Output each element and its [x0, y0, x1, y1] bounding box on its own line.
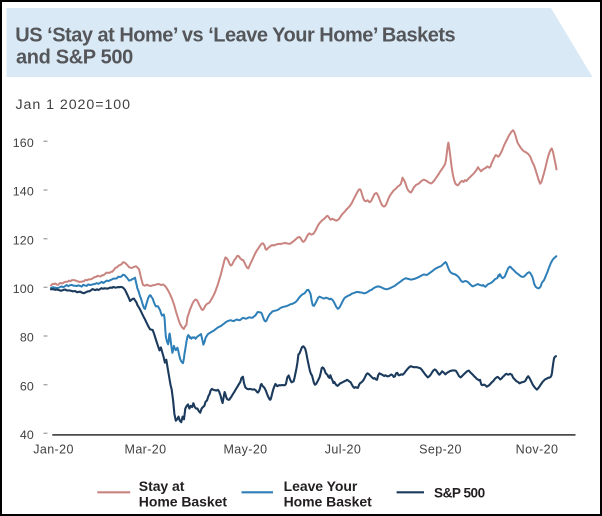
svg-text:100: 100: [13, 282, 34, 296]
svg-text:US ‘Stay at Home’ vs ‘Leave Yo: US ‘Stay at Home’ vs ‘Leave Your Home’ B…: [15, 24, 455, 46]
svg-text:60: 60: [20, 379, 34, 393]
svg-text:40: 40: [20, 428, 34, 442]
svg-text:Nov-20: Nov-20: [516, 443, 559, 457]
svg-text:Mar-20: Mar-20: [125, 443, 167, 457]
svg-text:May-20: May-20: [223, 443, 267, 457]
svg-text:and S&P 500: and S&P 500: [16, 47, 133, 69]
svg-text:Home Basket: Home Basket: [139, 494, 228, 510]
svg-text:160: 160: [13, 136, 34, 150]
svg-text:80: 80: [20, 331, 34, 345]
svg-text:Jul-20: Jul-20: [325, 443, 361, 457]
svg-text:S&P 500: S&P 500: [434, 486, 485, 501]
svg-text:Jan 1 2020=100: Jan 1 2020=100: [16, 97, 131, 113]
svg-text:Stay at: Stay at: [139, 478, 185, 494]
svg-text:140: 140: [13, 185, 34, 199]
svg-text:Home Basket: Home Basket: [284, 494, 373, 510]
svg-text:Leave Your: Leave Your: [284, 478, 358, 494]
svg-text:Sep-20: Sep-20: [419, 443, 462, 457]
svg-text:Jan-20: Jan-20: [33, 443, 74, 457]
svg-text:120: 120: [13, 233, 34, 247]
